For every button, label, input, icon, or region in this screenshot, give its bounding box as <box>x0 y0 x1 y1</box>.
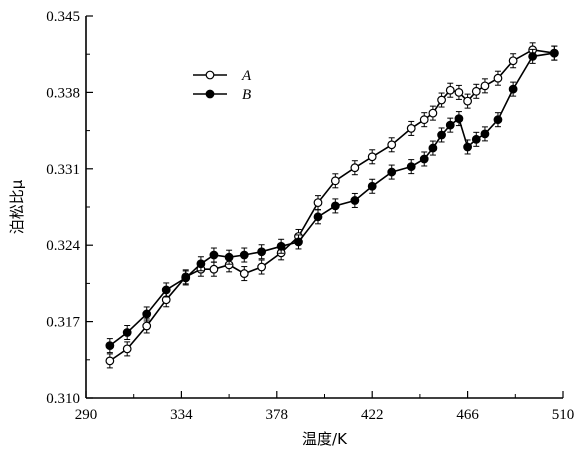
series-b-point <box>428 143 438 153</box>
series-b-point <box>257 247 267 257</box>
series-b-point <box>437 130 446 140</box>
series-b-point <box>508 84 518 94</box>
y-tick-label: 0.317 <box>46 315 80 331</box>
series-b-point <box>196 259 206 269</box>
series-b-point <box>387 167 397 177</box>
series-b-point <box>276 241 286 251</box>
series-b-point <box>480 129 490 139</box>
series-a-point <box>454 87 464 97</box>
series-a-point <box>142 321 152 331</box>
series-b-point <box>161 285 171 295</box>
x-tick-label: 334 <box>170 407 193 423</box>
series-a-point <box>257 262 267 272</box>
legend-marker-a <box>205 70 215 80</box>
series-b-point <box>294 237 303 247</box>
series-b-point <box>493 115 503 125</box>
series-a-point <box>350 163 360 173</box>
series-a-point <box>387 140 397 150</box>
series-b-point <box>471 134 481 144</box>
series-a-point <box>367 152 377 162</box>
y-tick-label: 0.331 <box>46 162 80 178</box>
series-b-point <box>122 328 132 337</box>
series-a-point <box>209 264 219 274</box>
series-b-point <box>350 196 360 205</box>
y-tick-label: 0.310 <box>46 391 80 407</box>
x-tick-label: 378 <box>266 407 289 423</box>
y-tick-label: 0.324 <box>46 238 80 254</box>
series-a-point <box>471 86 481 96</box>
x-tick-label: 466 <box>456 407 479 423</box>
x-tick-label: 422 <box>361 407 384 423</box>
series-b-point <box>142 309 152 319</box>
series-b-point <box>445 120 455 130</box>
series-a-point <box>480 81 490 91</box>
series-b-point <box>239 250 249 260</box>
series-b-point <box>549 48 559 58</box>
series-b-point <box>367 181 377 191</box>
series-a-point <box>122 344 132 354</box>
series-a-point <box>105 356 115 366</box>
series-b <box>105 45 559 354</box>
series-a-point <box>508 56 518 66</box>
legend-marker-b <box>205 89 215 99</box>
legend-label-a: A <box>241 68 252 84</box>
series-b-line <box>109 52 555 347</box>
series-b-point <box>209 250 219 260</box>
series-a-point <box>493 73 503 83</box>
series-a-point <box>239 269 249 278</box>
series-a-point <box>313 198 323 208</box>
series-b-point <box>224 252 234 262</box>
series-b-point <box>419 154 429 164</box>
series-a-point <box>428 108 438 118</box>
series-b-point <box>454 114 464 123</box>
series-b-point <box>406 162 416 172</box>
series-b-point <box>105 341 115 351</box>
series-a-point <box>419 115 429 125</box>
legend: AB <box>193 68 252 103</box>
series-a-point <box>406 124 416 133</box>
legend-label-b: B <box>242 87 251 103</box>
series-b-point <box>463 142 473 152</box>
y-tick-label: 0.338 <box>46 85 80 101</box>
series-b-point <box>330 201 340 211</box>
series-layer <box>105 42 559 369</box>
y-tick-label: 0.345 <box>46 9 80 25</box>
series-b-point <box>313 212 323 222</box>
x-tick-label: 510 <box>552 407 575 423</box>
series-a-point <box>445 85 455 95</box>
series-b-point <box>528 51 538 61</box>
x-axis-label: 温度/K <box>302 430 348 448</box>
axes: 290 334 378 422 466 510 0.310 0.317 0.324 0.331 0.… <box>46 9 574 423</box>
series-b-point <box>181 273 191 283</box>
series-a-point <box>330 176 340 186</box>
y-axis-label: 泊松比μ <box>8 179 26 234</box>
x-tick-label: 290 <box>75 407 98 423</box>
series-a-point <box>437 95 446 105</box>
series-a-point <box>463 96 473 106</box>
